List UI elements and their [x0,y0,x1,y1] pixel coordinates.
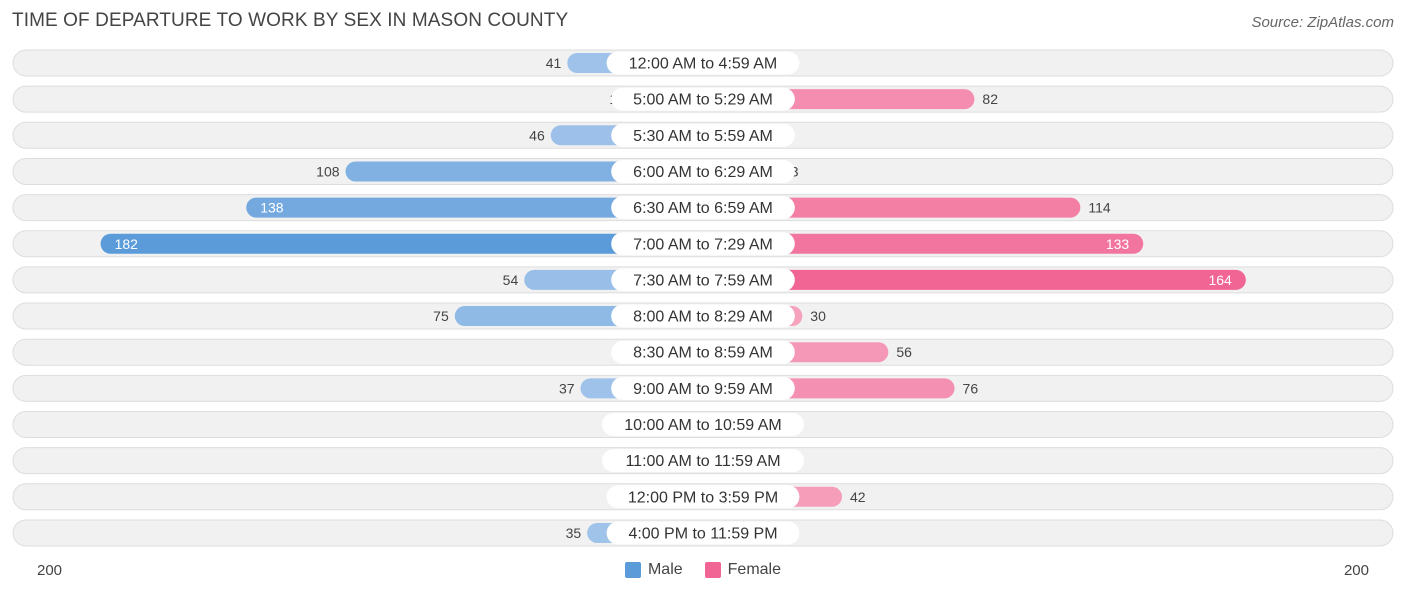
category-pill [606,521,800,545]
category-label: 6:00 AM to 6:29 AM [633,164,773,181]
category-pill [606,51,800,75]
female-value-label: 56 [896,344,912,360]
legend-label-male: Male [647,561,683,578]
category-label: 5:00 AM to 5:29 AM [633,92,773,109]
category-pill [611,376,795,400]
legend-swatch-female [704,562,721,578]
source-credit: Source: ZipAtlas.com [1251,14,1394,31]
legend: Male Female [0,561,1406,579]
female-bar [703,269,1246,290]
category-label: 12:00 PM to 3:59 PM [628,489,778,506]
category-label: 9:00 AM to 9:59 AM [633,381,773,398]
male-value-label: 41 [546,55,562,71]
category-pill [611,340,795,364]
male-bar [100,233,703,254]
category-label: 5:30 AM to 5:59 AM [633,128,773,145]
male-value-label: 54 [503,272,519,288]
male-bar [246,197,703,218]
female-value-label: 164 [1208,272,1232,288]
legend-swatch-male [624,562,641,578]
female-value-label: 76 [963,380,979,396]
male-value-label: 138 [260,200,284,216]
female-bar [703,197,1081,218]
female-value-label: 42 [850,489,866,505]
category-pill [611,159,795,183]
female-bar [703,233,1144,254]
category-label: 8:30 AM to 8:59 AM [633,345,773,362]
chart-title: TIME OF DEPARTURE TO WORK BY SEX IN MASO… [12,10,569,31]
category-pill [611,196,795,220]
legend-label-female: Female [727,561,782,578]
male-value-label: 37 [559,380,575,396]
category-pill [606,485,800,509]
female-value-label: 114 [1088,200,1111,216]
category-pill [602,413,804,436]
female-value-label: 30 [810,308,826,324]
category-label: 7:00 AM to 7:29 AM [633,236,773,253]
category-pill [611,123,795,147]
axis-label-right: 200 [1343,562,1369,579]
category-label: 4:00 PM to 11:59 PM [628,525,777,542]
male-value-label: 35 [566,525,582,541]
male-value-label: 182 [115,236,139,252]
male-value-label: 108 [316,163,340,179]
male-value-label: 75 [433,308,449,324]
category-pill [602,449,804,473]
category-label: 6:30 AM to 6:59 AM [633,200,773,217]
legend-item-male[interactable]: Male [624,561,683,579]
category-label: 12:00 AM to 4:59 AM [629,56,778,73]
category-label: 8:00 AM to 8:29 AM [633,309,773,326]
category-pill [611,304,795,328]
category-pill [611,87,795,111]
female-value-label: 133 [1106,236,1130,252]
category-label: 10:00 AM to 10:59 AM [624,417,781,434]
legend-item-female[interactable]: Female [704,561,782,579]
female-value-label: 82 [982,91,998,107]
male-value-label: 46 [529,127,545,143]
category-label: 11:00 AM to 11:59 AM [625,453,780,470]
category-pill [611,232,795,256]
axis-label-left: 200 [37,562,63,579]
category-pill [611,268,795,292]
category-label: 7:30 AM to 7:59 AM [633,272,773,289]
